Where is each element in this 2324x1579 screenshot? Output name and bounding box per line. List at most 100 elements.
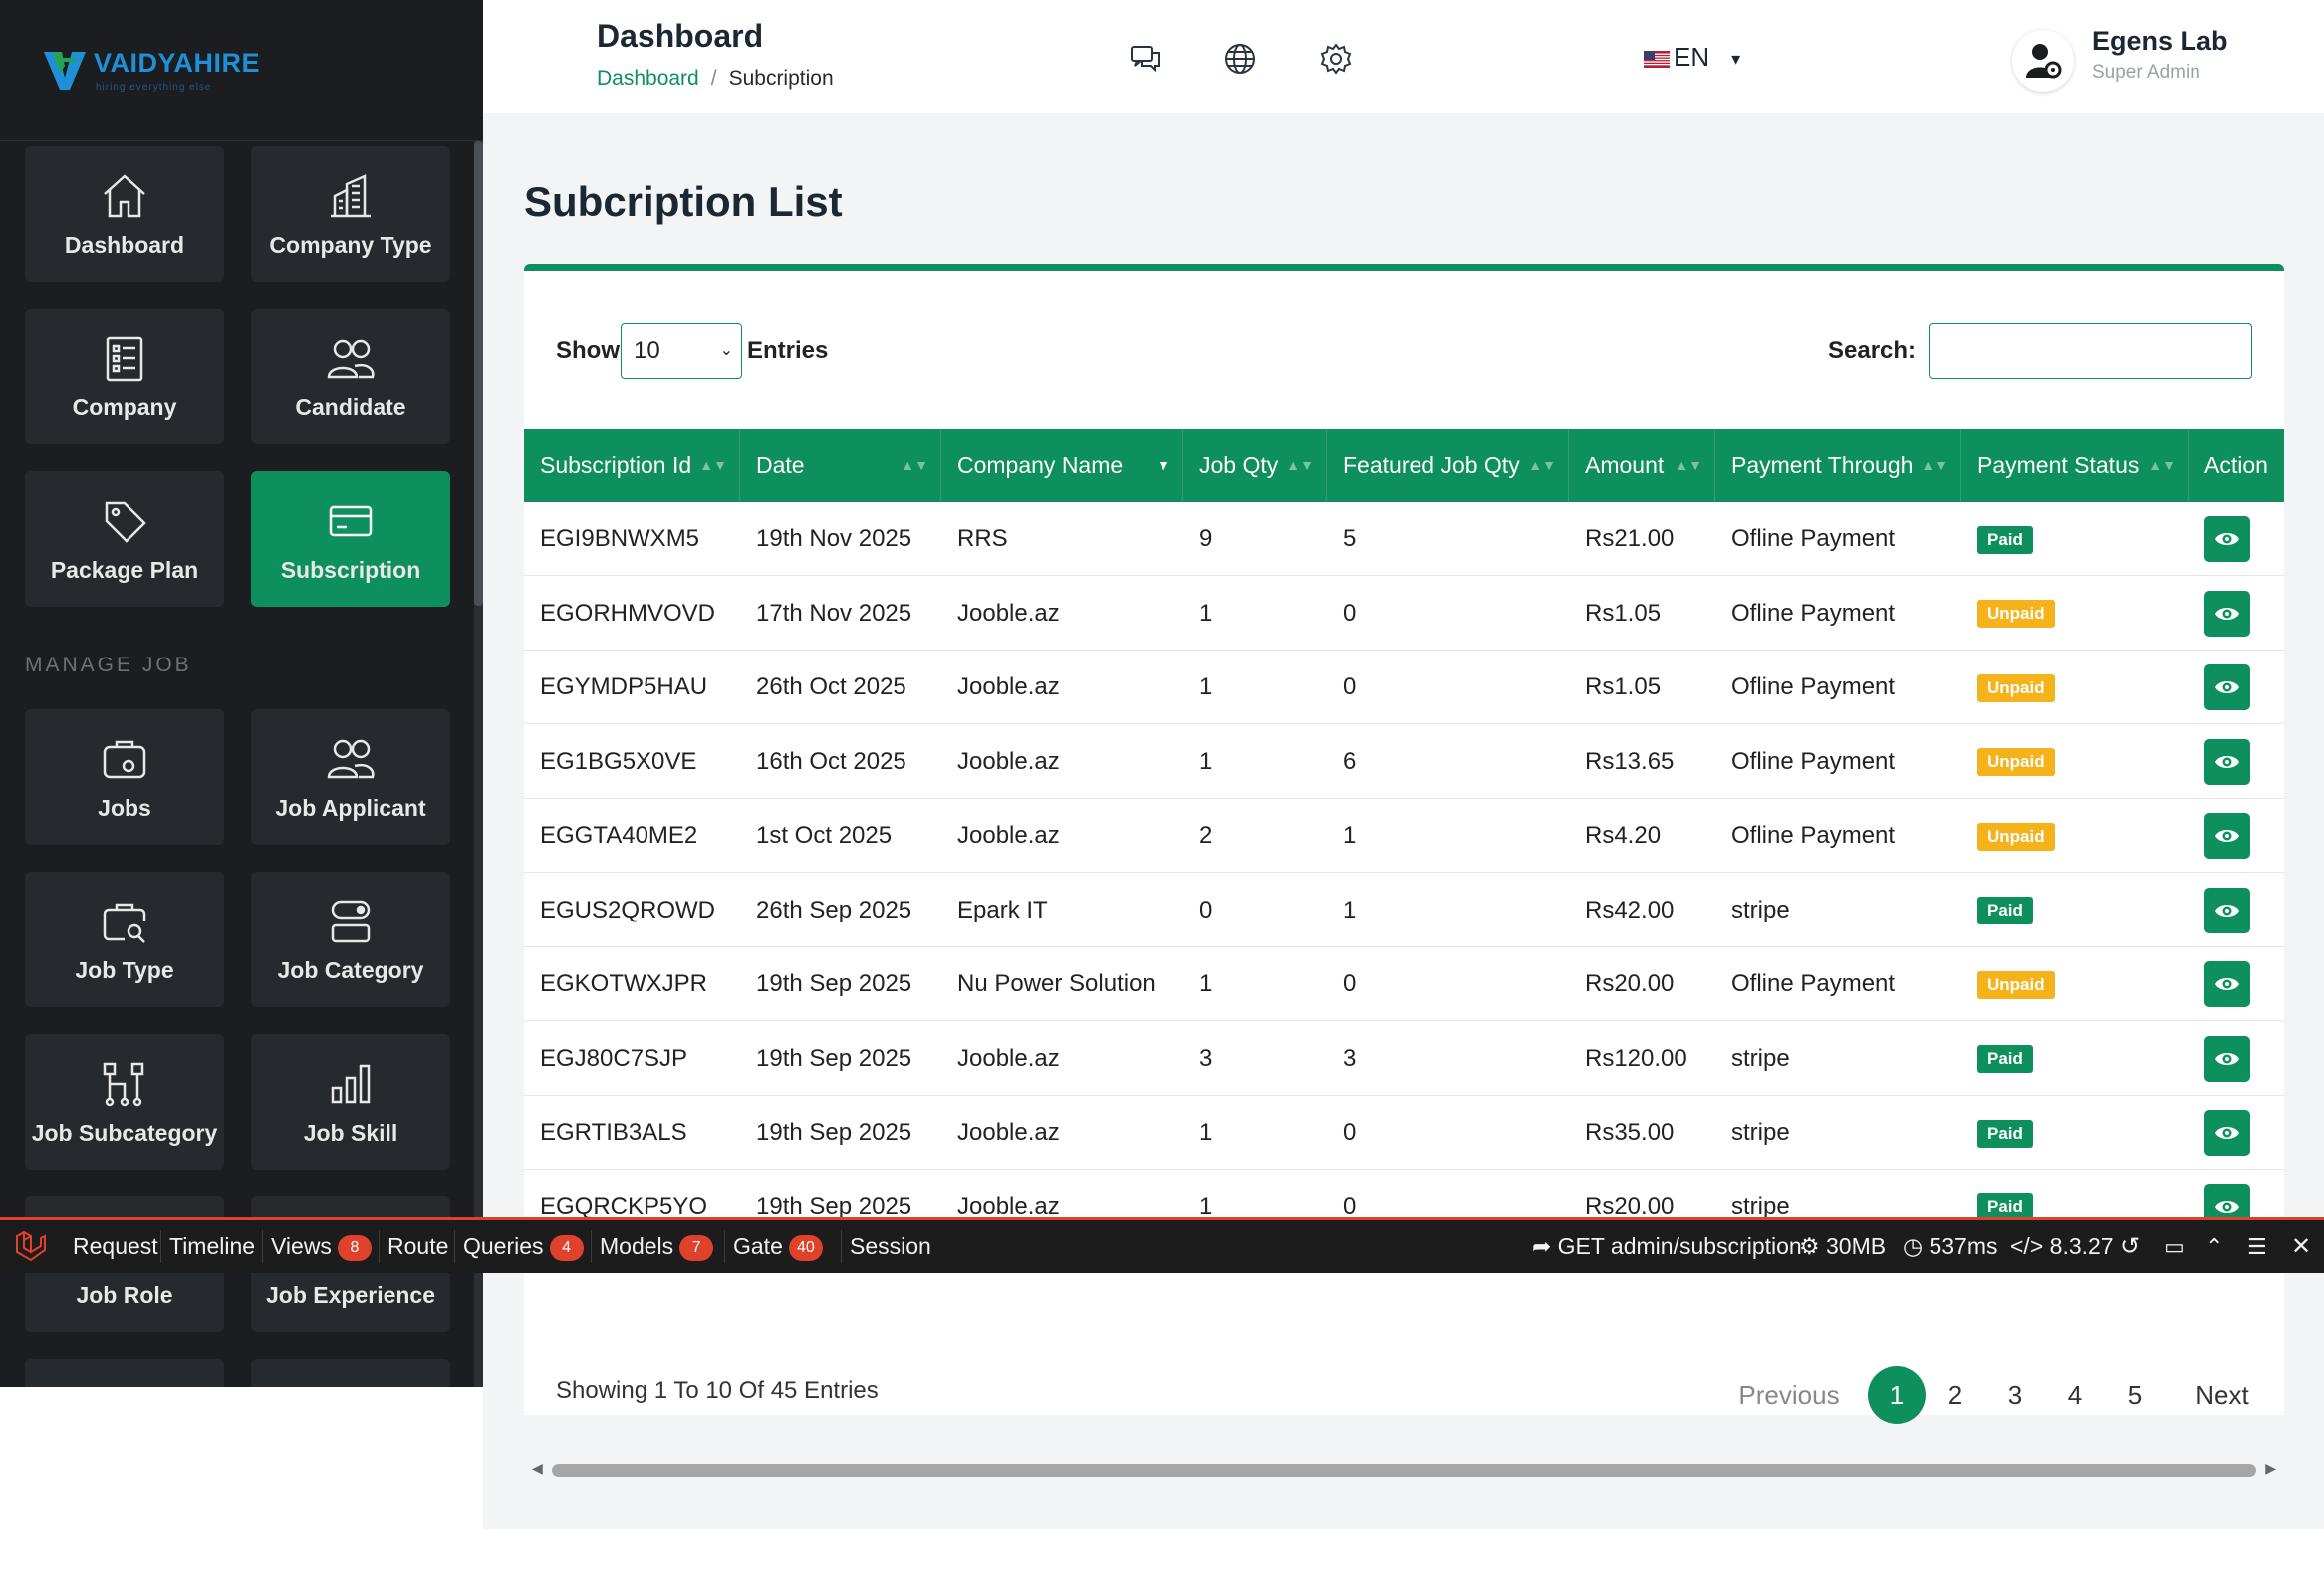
view-button[interactable] [2204,813,2250,859]
breadcrumb-home-link[interactable]: Dashboard [597,67,699,90]
scroll-left-icon[interactable]: ◀ [532,1460,543,1476]
cell-date: 19th Sep 2025 [756,1119,912,1146]
history-icon[interactable]: ↺ [2120,1233,2141,1260]
settings-sliders-icon[interactable]: ☰ [2247,1234,2267,1259]
column-header-payment-through[interactable]: Payment Through ▲▼ [1715,429,1961,502]
sidebar-item-candidate[interactable]: Candidate [251,309,450,444]
status-badge: Paid [1977,1193,2033,1222]
search-label: Search: [1828,337,1917,364]
cell-amount: Rs21.00 [1585,525,1675,552]
debugbar-tab-request[interactable]: Request [73,1233,158,1259]
chevron-up-icon[interactable]: ⌃ [2205,1234,2224,1259]
view-button[interactable] [2204,738,2250,785]
sidebar-item-company[interactable]: Company [25,309,224,444]
eye-icon [2215,607,2239,620]
tag-icon [105,501,146,543]
sidebar-item-job-skill[interactable]: Job Skill [251,1034,450,1170]
pagination-page-5[interactable]: 5 [2127,1380,2143,1410]
cell-company: Jooble.az [957,673,1060,700]
debugbar-tab-route[interactable]: Route [387,1233,449,1259]
view-button[interactable] [2204,961,2250,1007]
pagination-page-1[interactable]: 1 [1868,1366,1926,1424]
sidebar-item-job-applicant[interactable]: Job Applicant [251,709,450,845]
debugbar-tab-models[interactable]: Models 7 [600,1220,714,1273]
pagination-next[interactable]: Next [2195,1380,2249,1410]
language-selector[interactable]: EN ▾ [1644,42,1740,73]
debugbar-tab-queries[interactable]: Queries 4 [463,1220,584,1273]
search-input[interactable] [1929,323,2252,379]
debugbar-tab-session[interactable]: Session [850,1233,931,1259]
cell-company: Jooble.az [957,1192,1060,1220]
cell-payment-status: Unpaid [1961,799,2055,873]
close-icon[interactable]: ✕ [2291,1233,2312,1260]
cell-amount: Rs20.00 [1585,970,1675,997]
sidebar-item-more[interactable] [251,1359,450,1387]
view-button[interactable] [2204,1110,2250,1156]
column-header-featured-job-qty[interactable]: Featured Job Qty ▲▼ [1327,429,1569,502]
table-row: EGRTIB3ALS 19th Sep 2025 Jooble.az 1 0 Rs35.0… [524,1096,2284,1170]
scroll-right-icon[interactable]: ▶ [2265,1460,2276,1476]
sidebar-item-company-type[interactable]: Company Type [251,146,450,282]
pagination-page-4[interactable]: 4 [2067,1380,2083,1410]
cell-id: EG1BG5X0VE [540,747,697,775]
debugbar-count-badge: 7 [679,1234,714,1261]
debugbar-tab-gate[interactable]: Gate 40 [733,1220,823,1273]
cell-company: Jooble.az [957,1119,1060,1146]
cell-featured-qty: 0 [1343,1192,1357,1220]
column-header-job-qty[interactable]: Job Qty ▲▼ [1183,429,1327,502]
table-row: EG1BG5X0VE 16th Oct 2025 Jooble.az 1 6 Rs13.6… [524,724,2284,799]
sidebar-item-label: Job Applicant [275,795,426,821]
status-badge: Paid [1977,1045,2033,1074]
debugbar-route[interactable]: ➦ GET admin/subscription [1532,1220,1802,1273]
chat-icon[interactable] [1129,42,1162,76]
globe-icon[interactable] [1223,42,1257,76]
horizontal-scrollbar[interactable]: ◀ ▶ [524,1456,2284,1482]
pagination-previous[interactable]: Previous [1738,1380,1840,1410]
view-button[interactable] [2204,516,2250,562]
sidebar-item-subscription[interactable]: Subscription [251,471,450,607]
entries-per-page-select[interactable]: 10 ⌄ [621,323,742,379]
scrollbar-thumb[interactable] [474,141,483,606]
cell-id: EGORHMVOVD [540,599,716,627]
debugbar-tab-timeline[interactable]: Timeline [169,1233,256,1259]
sidebar-item-package-plan[interactable]: Package Plan [25,471,224,607]
cell-payment-status: Paid [1961,1171,2033,1244]
cell-job-qty: 1 [1199,673,1213,700]
column-header-date[interactable]: Date ▲▼ [740,429,941,502]
column-header-payment-status[interactable]: Payment Status ▲▼ [1961,429,2189,502]
pagination-page-2[interactable]: 2 [1947,1380,1963,1410]
sidebar-item-dashboard[interactable]: Dashboard [25,146,224,282]
sidebar-item-job-category[interactable]: Job Category [251,872,450,1007]
view-button[interactable] [2204,590,2250,637]
view-button[interactable] [2204,664,2250,710]
pagination-page-3[interactable]: 3 [2007,1380,2023,1410]
view-button[interactable] [2204,887,2250,933]
cell-amount: Rs4.20 [1585,822,1662,849]
laravel-logo-icon[interactable] [14,1230,48,1264]
cell-through: stripe [1731,896,1790,923]
debugbar-tab-views[interactable]: Views 8 [271,1220,372,1273]
cell-featured-qty: 6 [1343,747,1357,775]
column-header-subscription-id[interactable]: Subscription Id ▲▼ [524,429,740,502]
cell-date: 17th Nov 2025 [756,599,912,627]
cell-date: 19th Nov 2025 [756,525,912,552]
column-header-amount[interactable]: Amount ▲▼ [1569,429,1715,502]
cell-amount: Rs120.00 [1585,1044,1687,1072]
sidebar-item-job-type[interactable]: Job Type [25,872,224,1007]
gear-icon[interactable] [1319,42,1353,76]
main-content: Subcription List Show 10 ⌄ Entries Searc… [483,113,2324,1529]
folder-open-icon[interactable]: ▭ [2164,1234,2185,1259]
cell-amount: Rs35.00 [1585,1119,1675,1146]
sidebar-item-more[interactable] [25,1359,224,1387]
cell-payment-status: Unpaid [1961,577,2055,651]
sidebar-scrollbar[interactable] [474,141,483,1387]
brand[interactable]: VAIDYAHIRE hiring everything else [0,0,483,141]
column-header-company-name[interactable]: Company Name ▼ [941,429,1183,502]
sidebar-item-job-subcategory[interactable]: Job Subcategory [25,1034,224,1170]
cell-id: EGGTA40ME2 [540,822,698,849]
user-cog-icon [2026,44,2062,79]
debugbar-count-badge: 40 [788,1234,823,1261]
sidebar-item-jobs[interactable]: Jobs [25,709,224,845]
view-button[interactable] [2204,1035,2250,1082]
scrollbar-thumb[interactable] [552,1464,2256,1477]
